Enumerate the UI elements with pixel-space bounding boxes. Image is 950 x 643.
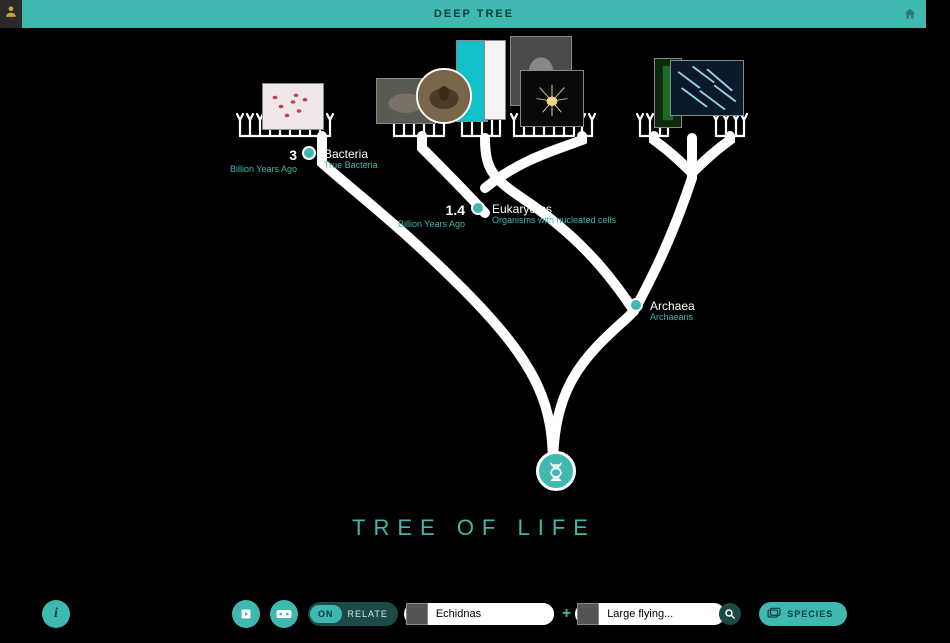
app-title: DEEP TREE bbox=[434, 8, 514, 20]
thumbnail-archaea-blue[interactable] bbox=[670, 60, 744, 116]
root-dna-node[interactable] bbox=[536, 451, 576, 491]
toggle-relate-label: RELATE bbox=[348, 609, 388, 619]
thumbnail-anemone[interactable] bbox=[520, 70, 584, 127]
node-age-eukaryotes: 1.4Billion Years Ago bbox=[385, 203, 465, 229]
node-label-bacteria: BacteriaTrue Bacteria bbox=[324, 148, 378, 171]
play-icon bbox=[240, 608, 252, 620]
info-button[interactable]: i bbox=[42, 600, 70, 628]
app-header: DEEP TREE bbox=[22, 0, 926, 28]
toggle-on-label: ON bbox=[310, 605, 342, 623]
search-a-thumb bbox=[406, 603, 428, 625]
node-label-archaea: ArchaeaArchaeans bbox=[650, 300, 695, 323]
tree-canvas[interactable]: BacteriaTrue Bacteria 3Billion Years Ago E… bbox=[22, 28, 926, 643]
node-pin-eukaryotes[interactable] bbox=[471, 201, 485, 215]
search-a-input[interactable] bbox=[428, 603, 554, 625]
search-group-a bbox=[404, 602, 554, 626]
play-button[interactable] bbox=[232, 600, 260, 628]
tree-title: TREE OF LIFE bbox=[22, 515, 926, 541]
plus-icon: + bbox=[562, 605, 571, 623]
search-icon bbox=[724, 608, 736, 620]
info-icon: i bbox=[54, 606, 58, 622]
relate-toggle[interactable]: ON RELATE bbox=[308, 602, 398, 626]
home-icon[interactable] bbox=[900, 0, 920, 28]
user-icon[interactable] bbox=[4, 4, 18, 18]
search-b-thumb bbox=[577, 603, 599, 625]
search-group-b bbox=[575, 602, 741, 626]
node-pin-archaea[interactable] bbox=[629, 298, 643, 312]
search-b-input[interactable] bbox=[599, 603, 725, 625]
map-icon bbox=[276, 608, 292, 620]
species-icon bbox=[767, 607, 781, 622]
map-button[interactable] bbox=[270, 600, 298, 628]
left-sidebar bbox=[0, 0, 22, 28]
search-button[interactable] bbox=[719, 603, 741, 625]
node-age-bacteria: 3Billion Years Ago bbox=[217, 148, 297, 174]
species-label: SPECIES bbox=[787, 609, 833, 619]
species-button[interactable]: SPECIES bbox=[759, 602, 847, 626]
thumbnail-bacteria-pink[interactable] bbox=[262, 83, 324, 130]
bottom-toolbar: i ON RELATE + bbox=[22, 599, 926, 629]
node-pin-bacteria[interactable] bbox=[302, 146, 316, 160]
thumbnail-white-strip[interactable] bbox=[484, 40, 506, 120]
thumbnail-circle-echidna[interactable] bbox=[416, 68, 472, 124]
node-label-eukaryotes: EukaryotesOrganisms with nucleated cells bbox=[492, 203, 616, 226]
